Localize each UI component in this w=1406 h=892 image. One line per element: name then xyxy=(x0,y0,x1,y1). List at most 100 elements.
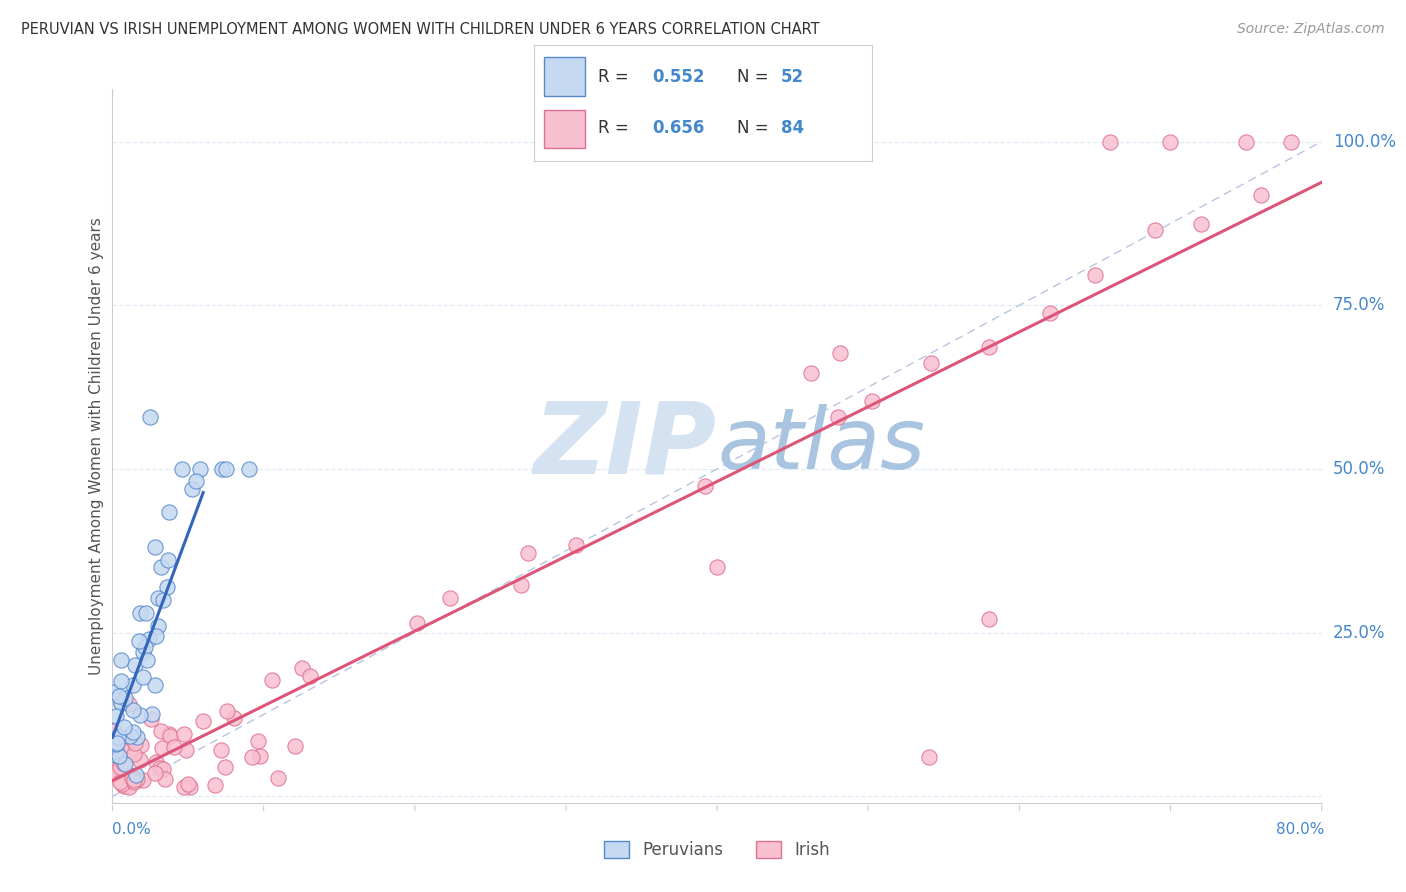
Peruvians xyxy=(128,634,150,648)
Irish xyxy=(1084,268,1107,282)
Irish xyxy=(112,756,135,770)
Irish xyxy=(143,766,166,780)
Irish xyxy=(800,366,823,380)
Peruvians xyxy=(104,744,127,758)
Peruvians xyxy=(104,748,127,763)
Irish xyxy=(112,735,135,749)
Peruvians xyxy=(112,720,135,734)
Irish xyxy=(104,766,127,780)
Irish xyxy=(1159,135,1181,149)
Peruvians xyxy=(129,707,152,722)
Irish xyxy=(439,591,461,606)
Irish xyxy=(209,742,232,756)
Text: atlas: atlas xyxy=(717,404,925,488)
Peruvians xyxy=(149,560,172,574)
Irish xyxy=(217,704,239,718)
Peruvians xyxy=(124,658,146,673)
Peruvians xyxy=(145,628,167,642)
Text: N =: N = xyxy=(737,120,773,137)
Text: ZIP: ZIP xyxy=(534,398,717,494)
Irish xyxy=(122,772,145,787)
Peruvians xyxy=(156,580,179,594)
Peruvians xyxy=(103,685,125,699)
Irish xyxy=(1189,217,1212,231)
Irish xyxy=(124,774,146,789)
Peruvians xyxy=(238,462,260,476)
Irish xyxy=(149,761,172,775)
Irish xyxy=(152,762,174,776)
Peruvians xyxy=(184,474,207,488)
Text: 25.0%: 25.0% xyxy=(1333,624,1385,641)
Peruvians xyxy=(125,768,148,782)
Irish xyxy=(125,772,148,786)
Irish xyxy=(103,734,125,748)
Peruvians xyxy=(146,619,169,633)
Irish xyxy=(118,780,141,794)
Text: PERUVIAN VS IRISH UNEMPLOYMENT AMONG WOMEN WITH CHILDREN UNDER 6 YEARS CORRELATI: PERUVIAN VS IRISH UNEMPLOYMENT AMONG WOM… xyxy=(21,22,820,37)
Peruvians xyxy=(132,670,155,684)
Irish xyxy=(827,409,849,424)
Irish xyxy=(120,745,142,759)
Peruvians xyxy=(114,756,136,771)
Irish xyxy=(706,560,728,574)
Irish xyxy=(157,727,180,741)
Irish xyxy=(112,733,135,747)
Peruvians xyxy=(105,736,128,750)
Peruvians xyxy=(157,552,180,566)
Irish xyxy=(159,729,181,743)
Peruvians xyxy=(107,731,129,746)
Irish xyxy=(224,711,246,725)
Irish xyxy=(214,759,236,773)
Text: 52: 52 xyxy=(780,68,804,86)
Peruvians xyxy=(139,409,162,424)
Peruvians xyxy=(104,709,127,723)
Text: Source: ZipAtlas.com: Source: ZipAtlas.com xyxy=(1237,22,1385,37)
Irish xyxy=(150,740,173,755)
Peruvians xyxy=(181,482,204,496)
Peruvians xyxy=(143,677,166,691)
Text: 0.656: 0.656 xyxy=(652,120,704,137)
Irish xyxy=(121,771,143,785)
Peruvians xyxy=(211,462,233,476)
Peruvians xyxy=(122,724,145,739)
Irish xyxy=(918,750,941,764)
Peruvians xyxy=(132,645,155,659)
Peruvians xyxy=(107,749,129,764)
Irish xyxy=(177,777,200,791)
Irish xyxy=(828,346,851,360)
Irish xyxy=(267,771,290,785)
Irish xyxy=(517,546,540,560)
Irish xyxy=(405,616,427,631)
Text: 0.0%: 0.0% xyxy=(112,822,152,837)
Irish xyxy=(121,769,143,783)
Irish xyxy=(977,340,1000,354)
Irish xyxy=(173,727,195,741)
Bar xyxy=(544,57,585,95)
Peruvians xyxy=(157,505,180,519)
Irish xyxy=(110,775,132,789)
Irish xyxy=(291,661,314,675)
Irish xyxy=(284,739,307,753)
Irish xyxy=(1144,223,1167,237)
Irish xyxy=(262,673,284,688)
Irish xyxy=(1038,305,1062,319)
Peruvians xyxy=(136,652,159,666)
Peruvians xyxy=(148,591,170,606)
Irish xyxy=(163,739,186,754)
Peruvians xyxy=(135,606,157,620)
Irish xyxy=(111,777,134,791)
Irish xyxy=(105,746,128,760)
Text: 84: 84 xyxy=(780,120,804,137)
Irish xyxy=(174,743,197,757)
Irish xyxy=(249,748,271,763)
Irish xyxy=(149,724,172,739)
Peruvians xyxy=(128,606,150,620)
Irish xyxy=(565,538,588,552)
Peruvians xyxy=(172,462,194,476)
Peruvians xyxy=(188,462,211,476)
Peruvians xyxy=(110,697,132,711)
Peruvians xyxy=(107,730,129,744)
Peruvians xyxy=(152,593,174,607)
Text: 0.552: 0.552 xyxy=(652,68,704,86)
Irish xyxy=(1250,188,1272,202)
